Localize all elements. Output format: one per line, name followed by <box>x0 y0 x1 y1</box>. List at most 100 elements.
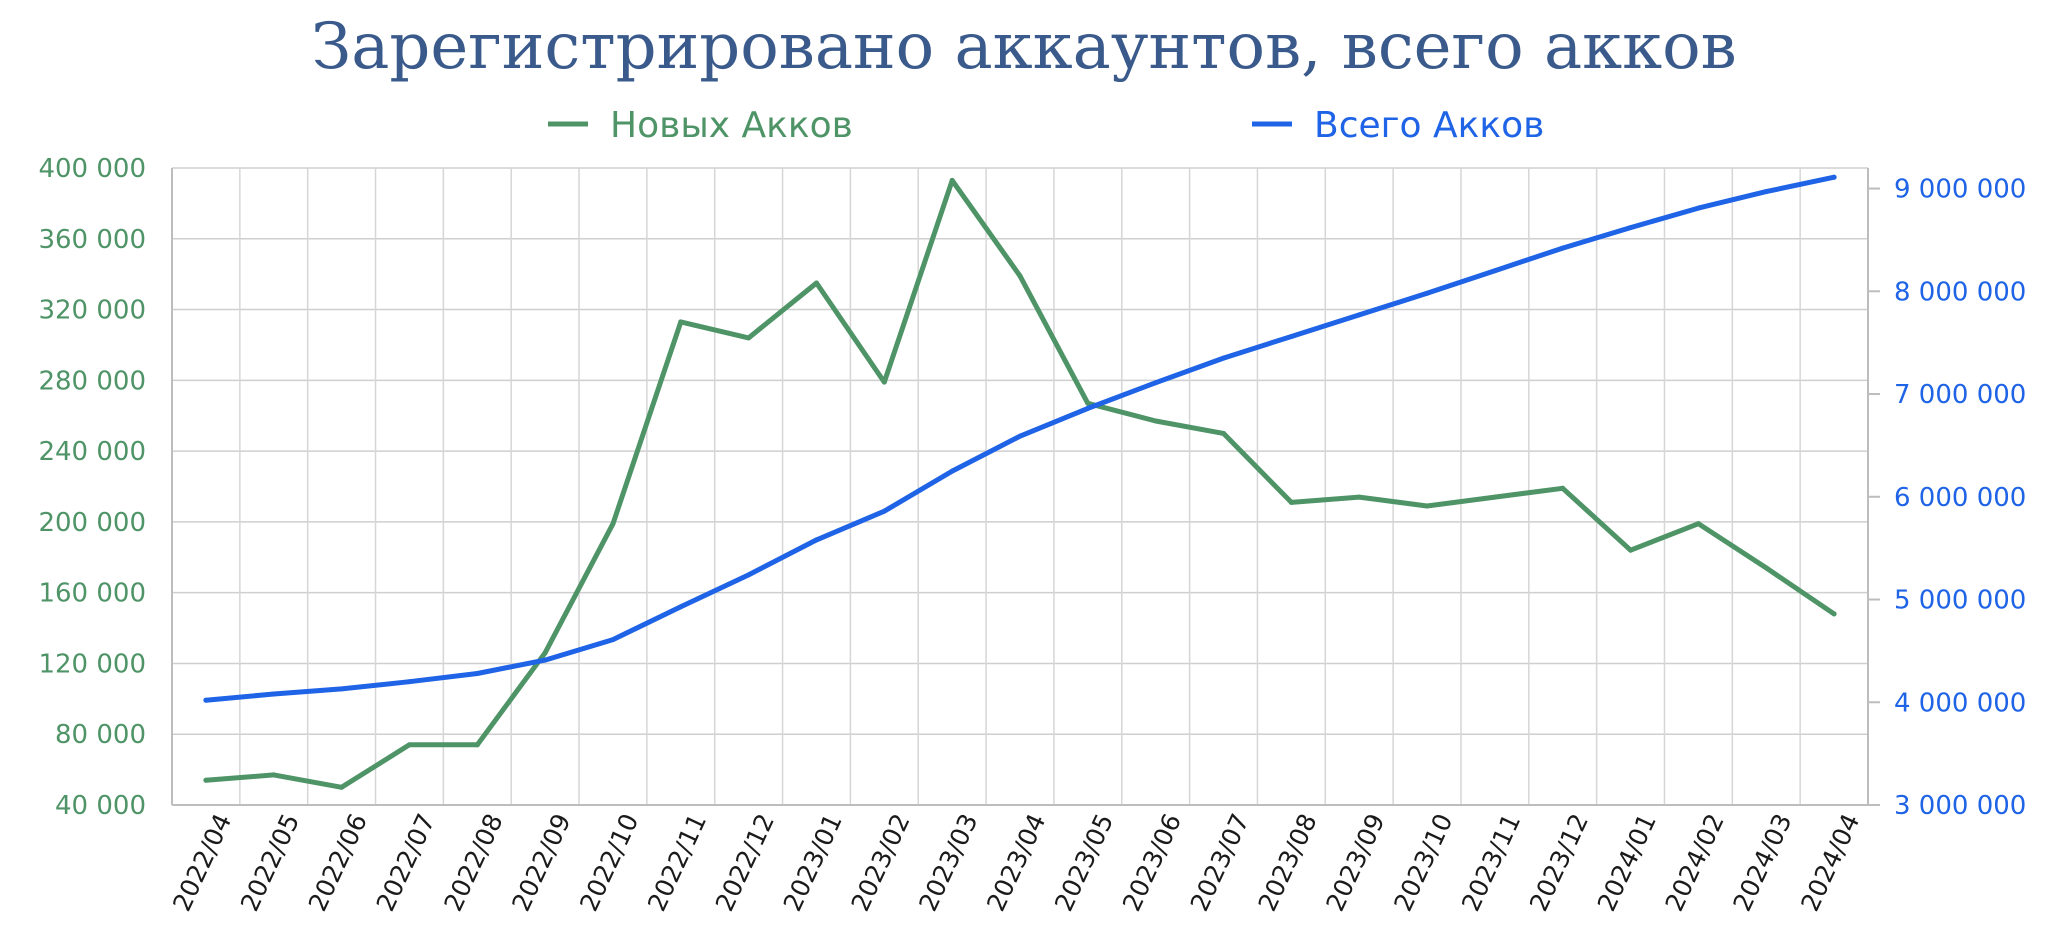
x-axis-tick-label: 2022/11 <box>642 809 712 915</box>
data-point-new-accounts <box>1017 273 1023 279</box>
data-point-total-accounts <box>203 697 209 703</box>
data-point-total-accounts <box>1221 355 1227 361</box>
left-axis-tick-label: 240 000 <box>38 437 146 467</box>
left-axis-tick-label: 40 000 <box>55 791 146 821</box>
x-axis-tick-label: 2024/04 <box>1795 809 1865 915</box>
data-point-new-accounts <box>1560 485 1566 491</box>
data-point-new-accounts <box>1763 565 1769 571</box>
x-axis-tick-label: 2023/12 <box>1524 809 1594 915</box>
grid <box>171 167 1869 806</box>
left-axis-tick-label: 80 000 <box>55 720 146 750</box>
x-axis-tick-label: 2023/11 <box>1456 809 1526 915</box>
data-point-new-accounts <box>813 280 819 286</box>
left-axis-tick-label: 120 000 <box>38 649 146 679</box>
x-axis-tick-label: 2022/04 <box>167 809 237 915</box>
data-point-total-accounts <box>1085 405 1091 411</box>
x-axis-tick-label: 2024/02 <box>1660 809 1730 915</box>
left-axis-tick-label: 200 000 <box>38 508 146 538</box>
right-axis-tick-label: 7 000 000 <box>1894 380 2026 410</box>
legend: Новых Акков Всего Акков <box>548 105 1544 146</box>
left-axis-tick-label: 280 000 <box>38 366 146 396</box>
x-axis-tick-label: 2023/05 <box>1049 809 1119 915</box>
data-point-new-accounts <box>610 521 616 527</box>
x-axis-tick-label: 2022/06 <box>303 809 373 915</box>
right-axis-tick-label: 8 000 000 <box>1894 277 2026 307</box>
data-point-total-accounts <box>610 637 616 643</box>
left-axis-tick-label: 160 000 <box>38 579 146 609</box>
x-axis-tick-label: 2022/08 <box>438 809 508 915</box>
data-point-total-accounts <box>1763 189 1769 195</box>
data-point-total-accounts <box>406 679 412 685</box>
data-point-total-accounts <box>1628 225 1634 231</box>
data-point-total-accounts <box>678 604 684 610</box>
data-point-new-accounts <box>881 379 887 385</box>
x-axis-tick-label: 2024/01 <box>1592 809 1662 915</box>
data-point-new-accounts <box>203 777 209 783</box>
series-line-total-accounts <box>203 174 1837 703</box>
data-point-new-accounts <box>1356 494 1362 500</box>
x-axis-tick-label: 2023/07 <box>1185 809 1255 915</box>
data-point-new-accounts <box>542 650 548 656</box>
data-point-total-accounts <box>813 537 819 543</box>
x-axis-tick-label: 2022/05 <box>235 809 305 915</box>
data-point-total-accounts <box>881 508 887 514</box>
right-axis-tick-label: 9 000 000 <box>1894 175 2026 205</box>
data-point-new-accounts <box>746 335 752 341</box>
data-point-new-accounts <box>1153 418 1159 424</box>
x-axis-tick-label: 2022/07 <box>371 809 441 915</box>
series-layer <box>203 174 1837 790</box>
legend-label-total-accounts: Всего Акков <box>1314 105 1544 146</box>
data-point-new-accounts <box>1831 611 1837 617</box>
left-axis-tick-label: 320 000 <box>38 296 146 326</box>
x-axis-tick-label: 2023/08 <box>1253 809 1323 915</box>
right-axis-tick-label: 4 000 000 <box>1894 688 2026 718</box>
x-axis-ticks: 2022/042022/052022/062022/072022/082022/… <box>167 809 1865 915</box>
data-point-total-accounts <box>542 657 548 663</box>
data-point-new-accounts <box>406 742 412 748</box>
data-point-new-accounts <box>1221 430 1227 436</box>
data-point-total-accounts <box>271 691 277 697</box>
data-point-total-accounts <box>1356 312 1362 318</box>
x-axis-tick-label: 2023/01 <box>778 809 848 915</box>
data-point-new-accounts <box>678 319 684 325</box>
left-axis-ticks: 40 000 80 000 120 000 160 000 200 000 240 000… <box>38 154 146 821</box>
x-axis-tick-label: 2023/02 <box>846 809 916 915</box>
x-axis-tick-label: 2023/09 <box>1320 809 1390 915</box>
data-point-new-accounts <box>1492 494 1498 500</box>
x-axis-tick-label: 2023/04 <box>981 809 1051 915</box>
data-point-new-accounts <box>474 742 480 748</box>
legend-label-new-accounts: Новых Акков <box>610 105 853 146</box>
x-axis-tick-label: 2024/03 <box>1727 809 1797 915</box>
data-point-total-accounts <box>1424 290 1430 296</box>
left-axis-tick-label: 400 000 <box>38 154 146 184</box>
data-point-new-accounts <box>949 177 955 183</box>
axes <box>171 168 1869 806</box>
x-axis-tick-label: 2022/12 <box>710 809 780 915</box>
data-point-new-accounts <box>1424 503 1430 509</box>
right-axis-tick-label: 5 000 000 <box>1894 586 2026 616</box>
x-axis-tick-label: 2022/09 <box>506 809 576 915</box>
data-point-total-accounts <box>1492 268 1498 274</box>
right-axis-tick-label: 6 000 000 <box>1894 483 2026 513</box>
data-point-new-accounts <box>1695 521 1701 527</box>
data-point-total-accounts <box>339 686 345 692</box>
data-point-new-accounts <box>1628 547 1634 553</box>
data-point-total-accounts <box>1288 333 1294 339</box>
x-axis-tick-label: 2023/06 <box>1117 809 1187 915</box>
x-axis-tick-label: 2022/10 <box>574 809 644 915</box>
data-point-total-accounts <box>1153 380 1159 386</box>
data-point-total-accounts <box>1017 433 1023 439</box>
right-axis-tick-label: 3 000 000 <box>1894 791 2026 821</box>
data-point-total-accounts <box>1695 205 1701 211</box>
data-point-new-accounts <box>339 784 345 790</box>
data-point-total-accounts <box>949 468 955 474</box>
chart-title: Зарегистрировано аккаунтов, всего акков <box>311 10 1736 84</box>
data-point-new-accounts <box>1288 499 1294 505</box>
series-line-new-accounts <box>203 177 1837 790</box>
data-point-total-accounts <box>1560 245 1566 251</box>
data-point-total-accounts <box>474 670 480 676</box>
x-axis-tick-label: 2023/10 <box>1388 809 1458 915</box>
right-axis-ticks: 3 000 000 4 000 000 5 000 000 6 000 000 7 00… <box>1868 175 2026 821</box>
data-point-new-accounts <box>271 772 277 778</box>
